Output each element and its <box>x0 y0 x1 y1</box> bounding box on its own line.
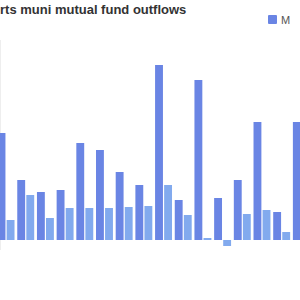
chart: rts muni mutual fund outflows M <box>0 0 300 300</box>
bar <box>0 133 5 240</box>
bar <box>254 122 262 240</box>
bar <box>85 208 93 240</box>
bar <box>116 172 124 240</box>
bar <box>223 240 231 246</box>
bar <box>164 185 172 240</box>
bar <box>17 180 25 240</box>
bar <box>125 207 133 240</box>
bar <box>26 195 34 240</box>
legend-label: M <box>281 14 290 26</box>
bar <box>135 185 143 240</box>
bar <box>214 198 222 240</box>
bar <box>37 192 45 240</box>
bar <box>194 80 202 240</box>
bar <box>273 212 281 240</box>
bar <box>57 190 65 240</box>
bar <box>184 215 192 240</box>
bar <box>7 220 15 240</box>
bar <box>155 65 163 240</box>
bar <box>263 210 271 240</box>
bar <box>76 143 84 240</box>
title: rts muni mutual fund outflows <box>0 2 186 17</box>
bar <box>144 206 152 240</box>
bar <box>175 200 183 240</box>
bar <box>96 150 104 240</box>
bar <box>204 238 212 240</box>
bar <box>105 208 113 240</box>
bars <box>0 65 300 246</box>
bar <box>282 232 290 240</box>
bar <box>234 180 242 240</box>
bar <box>46 218 54 240</box>
bar <box>293 122 300 240</box>
bar <box>66 208 74 240</box>
bar <box>243 214 251 240</box>
legend-swatch <box>268 15 277 24</box>
